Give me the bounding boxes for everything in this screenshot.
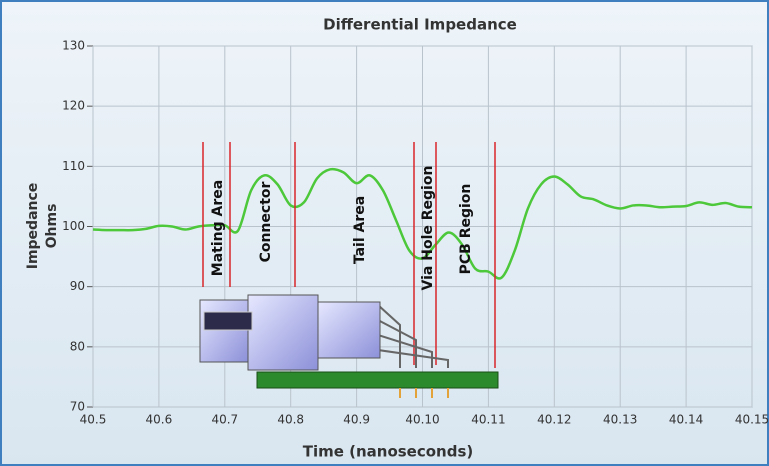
housing [247, 294, 319, 371]
x-axis-label: Time (nanoseconds) [303, 443, 474, 461]
y-tick-label: 130 [62, 39, 85, 53]
markers [202, 142, 496, 368]
annotation: Tail Area [352, 196, 368, 264]
x-tick-label: 40.13 [603, 413, 637, 427]
housing [317, 301, 381, 359]
y-axis-label: Ohms [44, 204, 60, 249]
x-tick-label: 40.6 [146, 413, 173, 427]
x-tick-label: 40.15 [735, 413, 769, 427]
annotation: PCB Region [458, 184, 474, 275]
x-tick-label: 40.10 [405, 413, 439, 427]
annotation: Connector [258, 181, 274, 262]
connector-illustration [199, 294, 499, 398]
x-tick-label: 40.11 [471, 413, 505, 427]
plug [199, 299, 249, 363]
x-tick-label: 40.9 [343, 413, 370, 427]
x-tick-label: 40.14 [669, 413, 703, 427]
y-tick-label: 110 [62, 159, 85, 173]
x-tick-label: 40.12 [537, 413, 571, 427]
x-tick-label: 40.5 [80, 413, 107, 427]
y-axis-label: Impedance [25, 183, 41, 270]
chart-title: Differential Impedance [323, 16, 517, 34]
y-tick-label: 90 [70, 279, 85, 293]
x-tick-label: 40.7 [211, 413, 238, 427]
x-tick-label: 40.8 [277, 413, 304, 427]
annotation: Mating Area [210, 180, 226, 276]
y-tick-label: 80 [70, 339, 85, 353]
pcb [256, 371, 499, 389]
annotation: Via Hole Region [420, 166, 436, 291]
y-tick-label: 70 [70, 400, 85, 414]
y-tick-label: 120 [62, 99, 85, 113]
plug-face [203, 311, 253, 331]
y-tick-label: 100 [62, 219, 85, 233]
